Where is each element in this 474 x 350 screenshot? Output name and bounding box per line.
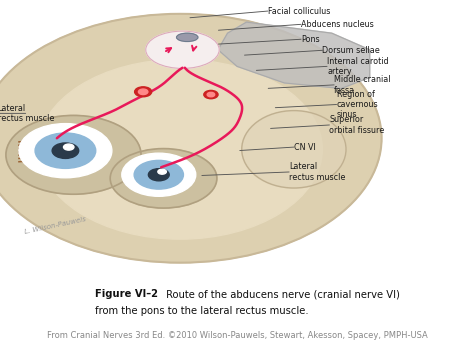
Text: Superior
orbital fissure: Superior orbital fissure: [329, 115, 385, 135]
Text: Route of the abducens nerve (cranial nerve VI): Route of the abducens nerve (cranial ner…: [163, 289, 400, 299]
Text: Figure VI–2: Figure VI–2: [95, 289, 158, 299]
Text: CN VI: CN VI: [294, 142, 316, 152]
Ellipse shape: [110, 149, 217, 208]
Text: Middle cranial
fossa: Middle cranial fossa: [334, 75, 391, 94]
Text: Pons: Pons: [301, 35, 319, 44]
Text: Abducens nucleus: Abducens nucleus: [301, 20, 374, 29]
Circle shape: [122, 153, 196, 196]
Circle shape: [148, 169, 169, 181]
Circle shape: [135, 87, 152, 97]
Ellipse shape: [146, 31, 219, 69]
Ellipse shape: [176, 33, 198, 41]
Circle shape: [158, 169, 166, 174]
Text: Region of
cavernous
sinus: Region of cavernous sinus: [337, 90, 378, 119]
Circle shape: [52, 143, 79, 159]
Circle shape: [204, 90, 218, 99]
Ellipse shape: [6, 116, 141, 194]
Text: from the pons to the lateral rectus muscle.: from the pons to the lateral rectus musc…: [95, 306, 309, 316]
Text: L. Wilson-Pauwels: L. Wilson-Pauwels: [24, 216, 86, 234]
Text: Lateral
rectus muscle: Lateral rectus muscle: [0, 104, 54, 123]
Circle shape: [64, 144, 74, 150]
Circle shape: [19, 124, 112, 178]
Circle shape: [207, 92, 215, 97]
Circle shape: [134, 160, 183, 189]
Ellipse shape: [38, 60, 322, 239]
Text: Facial colliculus: Facial colliculus: [268, 7, 330, 15]
Polygon shape: [218, 22, 370, 89]
Ellipse shape: [242, 111, 346, 188]
Circle shape: [35, 133, 96, 168]
Ellipse shape: [0, 14, 382, 262]
Text: From Cranial Nerves 3rd Ed. ©2010 Wilson-Pauwels, Stewart, Akesson, Spacey, PMPH: From Cranial Nerves 3rd Ed. ©2010 Wilson…: [46, 331, 428, 340]
Text: Dorsum sellae: Dorsum sellae: [322, 46, 380, 55]
Text: Lateral
rectus muscle: Lateral rectus muscle: [289, 162, 346, 182]
Circle shape: [138, 89, 148, 95]
Text: Internal carotid
artery: Internal carotid artery: [327, 57, 389, 76]
